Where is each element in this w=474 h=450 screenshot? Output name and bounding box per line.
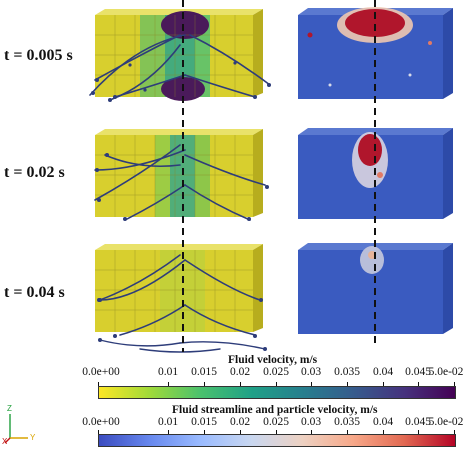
orientation-axes: Z Y X (2, 402, 42, 446)
row-label-3: t = 0.04 s (4, 284, 65, 301)
fluid-panel-1 (89, 9, 271, 102)
fluid-tick-5: 0.03 (300, 366, 322, 378)
axes-triad-icon (4, 414, 28, 444)
fluid-tick-8: 0.045 (405, 366, 431, 378)
fluid-tick-3: 0.02 (229, 366, 251, 378)
fluid-panel-2 (94, 129, 269, 221)
row-label-2: t = 0.02 s (4, 164, 65, 181)
fluid-panel-3 (95, 244, 263, 338)
fluid-colorbar-ticks (98, 380, 456, 386)
fluid-colorbar-title: Fluid velocity, m/s (228, 354, 318, 366)
particle-tick-2: 0.015 (191, 416, 217, 428)
axis-x-label: X (2, 437, 8, 446)
fluid-colorbar (98, 386, 456, 399)
fluid-tick-9: 5.0e-02 (428, 366, 464, 378)
particle-colorbar (98, 434, 456, 447)
particle-tick-7: 0.04 (372, 416, 394, 428)
particle-tick-1: 0.01 (157, 416, 179, 428)
particle-panel-2 (298, 128, 453, 219)
particle-panel-1 (298, 7, 453, 99)
axis-z-label: Z (7, 404, 12, 413)
particle-tick-3: 0.02 (229, 416, 251, 428)
fluid-streamlines-bottom (98, 338, 267, 353)
fluid-tick-1: 0.01 (157, 366, 179, 378)
particle-tick-0: 0.0e+00 (82, 416, 120, 428)
axis-y-label: Y (30, 433, 36, 442)
particle-tick-5: 0.03 (300, 416, 322, 428)
fluid-tick-6: 0.035 (334, 366, 360, 378)
particle-tick-8: 0.045 (405, 416, 431, 428)
particle-panel-3 (298, 243, 453, 334)
fluid-tick-7: 0.04 (372, 366, 394, 378)
row-label-1: t = 0.005 s (4, 47, 73, 64)
particle-tick-4: 0.025 (263, 416, 289, 428)
particle-colorbar-ticks (98, 428, 456, 434)
center-dashed-lines (182, 0, 376, 352)
particle-tick-6: 0.035 (334, 416, 360, 428)
particle-colorbar-title: Fluid streamline and particle velocity, … (172, 404, 378, 416)
fluid-tick-2: 0.015 (191, 366, 217, 378)
fluid-tick-4: 0.025 (263, 366, 289, 378)
particle-tick-9: 5.0e-02 (428, 416, 464, 428)
fluid-tick-0: 0.0e+00 (82, 366, 120, 378)
